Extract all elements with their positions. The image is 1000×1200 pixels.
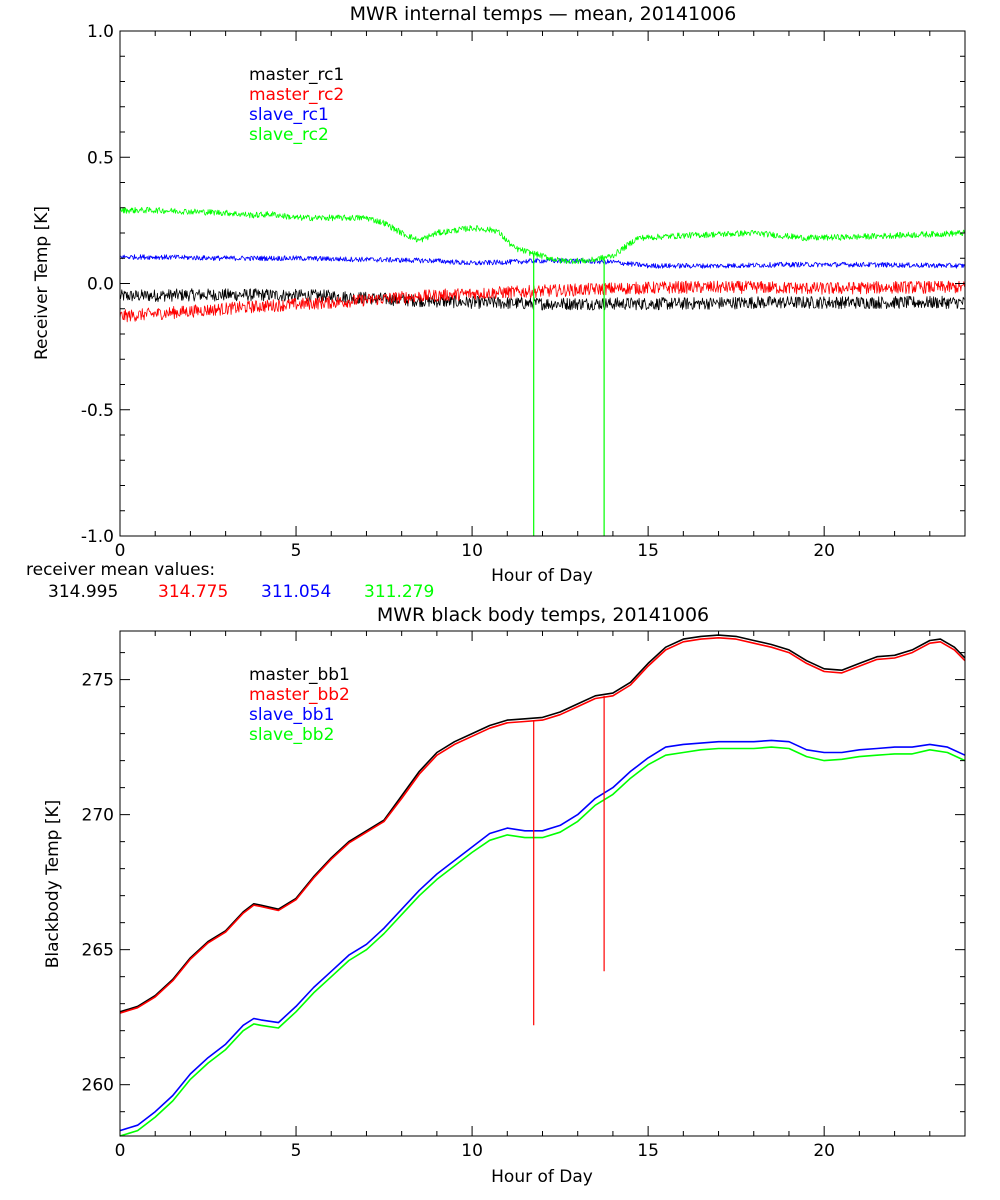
series-line-master_rc2 (119, 280, 966, 323)
legend-entry-master_rc1: master_rc1 (249, 65, 344, 85)
x-axis-label: Hour of Day (491, 566, 593, 586)
series-line-master_rc1 (119, 288, 966, 311)
y-tick-label: 270 (82, 806, 114, 826)
x-tick-label: 15 (637, 1141, 659, 1161)
axes: 0 5 10 15 20 260 265 270 275 (82, 630, 966, 1161)
annotation-value-4: 311.279 (364, 582, 434, 602)
chart-title: MWR internal temps — mean, 20141006 (350, 3, 737, 25)
legend-entry-master_bb2: master_bb2 (249, 685, 350, 705)
x-tick-label: 10 (461, 1141, 483, 1161)
y-tick-label: 0.0 (87, 275, 114, 295)
y-tick-label: -0.5 (81, 401, 114, 421)
y-tick-label: 260 (82, 1076, 114, 1096)
series-line-slave_rc2 (119, 206, 966, 265)
series-line-slave_bb2 (119, 746, 966, 1137)
y-tick-label: 0.5 (87, 148, 114, 168)
blackbody-temp-chart: MWR black body temps, 20141006 0 5 10 15 20 2… (43, 604, 966, 1187)
axes-frame (119, 630, 966, 1137)
x-axis-label: Hour of Day (491, 1167, 593, 1187)
x-tick-label: 5 (291, 1141, 302, 1161)
legend-entry-slave_bb1: slave_bb1 (249, 705, 334, 725)
y-axis-label: Blackbody Temp [K] (43, 800, 63, 969)
chart-title: MWR black body temps, 20141006 (377, 604, 709, 626)
x-tick-label: 5 (291, 541, 302, 561)
y-tick-label: 265 (82, 941, 114, 961)
annotation-value-3: 311.054 (261, 582, 331, 602)
legend-entry-slave_bb2: slave_bb2 (249, 725, 334, 745)
vertical-markers (533, 253, 605, 536)
series-line-slave_rc1 (119, 254, 966, 269)
legend-entry-master_rc2: master_rc2 (249, 85, 344, 105)
axes: 0 5 10 15 20 -1.0 -0.5 0.0 0.5 1.0 (81, 22, 966, 561)
series-lines (119, 206, 966, 323)
x-tick-label: 0 (115, 541, 126, 561)
y-tick-label: -1.0 (81, 527, 114, 547)
y-tick-label: 1.0 (87, 22, 114, 42)
y-tick-label: 275 (82, 671, 114, 691)
series-line-master_bb1 (119, 634, 966, 1013)
annotation-values: 314.995 314.775 311.054 311.279 (48, 582, 434, 602)
series-line-slave_bb1 (119, 739, 966, 1132)
annotation-value-2: 314.775 (158, 582, 228, 602)
series-line-master_bb2 (119, 636, 966, 1014)
receiver-temp-chart: MWR internal temps — mean, 20141006 0 5 10… (26, 3, 966, 602)
vertical-markers (533, 695, 605, 1026)
legend-entry-slave_rc2: slave_rc2 (249, 125, 329, 145)
y-axis-label: Receiver Temp [K] (32, 206, 52, 360)
x-tick-label: 10 (461, 541, 483, 561)
legend-entry-slave_rc1: slave_rc1 (249, 105, 329, 125)
x-tick-label: 0 (115, 1141, 126, 1161)
x-tick-label: 20 (813, 1141, 835, 1161)
annotation-label: receiver mean values: (26, 560, 215, 580)
x-tick-label: 15 (637, 541, 659, 561)
legend-entry-master_bb1: master_bb1 (249, 665, 350, 685)
series-lines (119, 634, 966, 1137)
annotation-value-1: 314.995 (48, 582, 118, 602)
x-tick-label: 20 (813, 541, 835, 561)
